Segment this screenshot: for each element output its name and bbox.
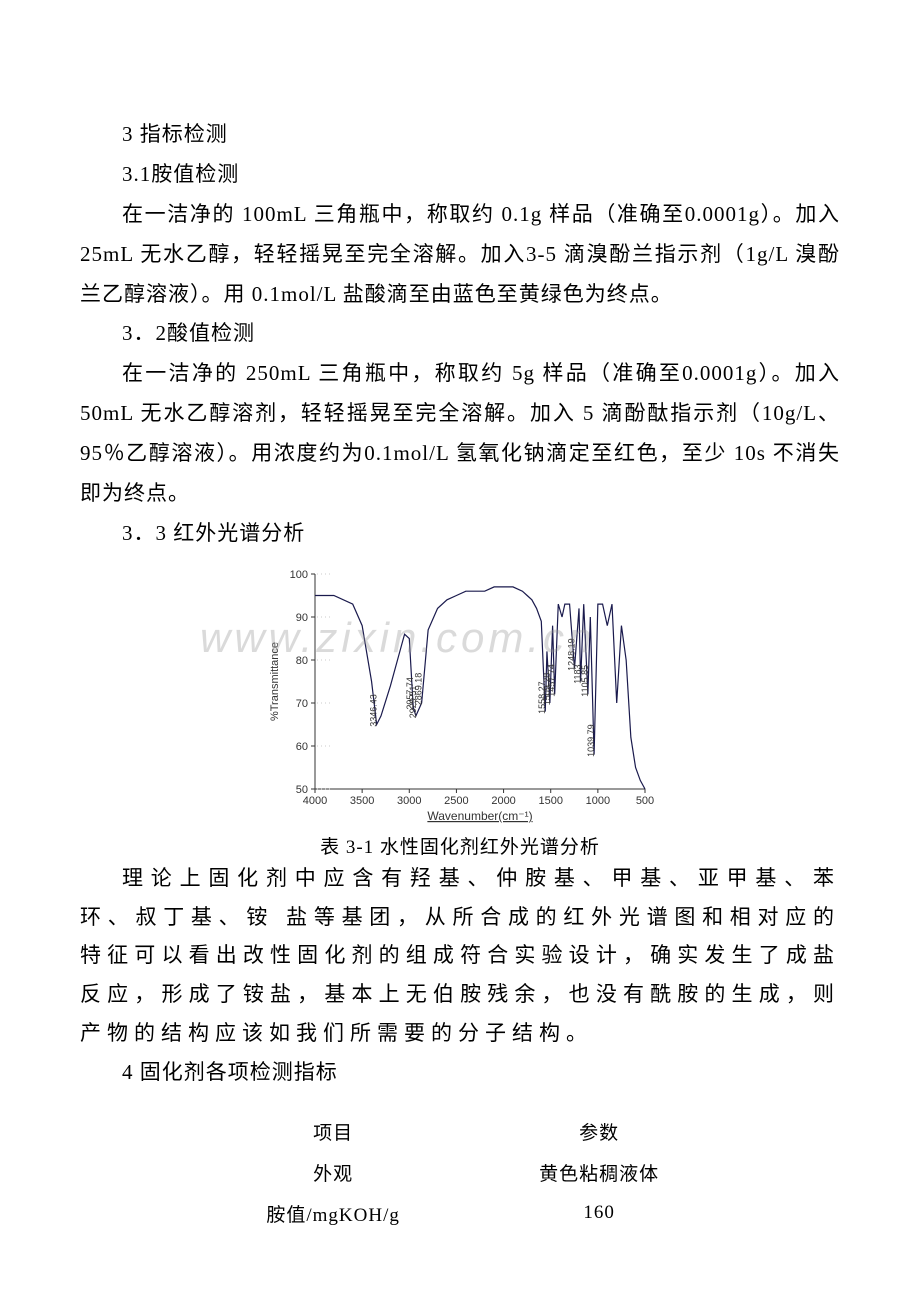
- svg-text:3346.43: 3346.43: [369, 694, 379, 727]
- chart-caption: 表 3-1 水性固化剂红外光谱分析: [80, 832, 840, 859]
- table-cell: 胺值/mgKOH/g: [194, 1193, 472, 1234]
- svg-text:90: 90: [296, 612, 308, 624]
- table-cell: 项目: [194, 1111, 472, 1152]
- table-row: 外观 黄色粘稠液体: [194, 1152, 726, 1193]
- svg-text:80: 80: [296, 655, 308, 667]
- ir-chart-wrap: www.zixin.com.cn 50607080901004000350030…: [80, 564, 840, 824]
- svg-text:1500: 1500: [538, 795, 562, 807]
- svg-text:1457.74: 1457.74: [547, 664, 557, 697]
- svg-text:4000: 4000: [303, 795, 327, 807]
- ir-chart: www.zixin.com.cn 50607080901004000350030…: [260, 564, 660, 824]
- svg-text:1000: 1000: [586, 795, 610, 807]
- table-cell: 黄色粘稠液体: [472, 1152, 726, 1193]
- svg-text:3000: 3000: [397, 795, 421, 807]
- svg-text:1105.85: 1105.85: [580, 665, 590, 697]
- ir-chart-svg: 5060708090100400035003000250020001500100…: [260, 564, 660, 824]
- spec-table: 项目 参数 外观 黄色粘稠液体 胺值/mgKOH/g 160: [194, 1111, 726, 1234]
- sec33-heading: 3．3 红外光谱分析: [80, 514, 840, 554]
- sec32-body: 在一洁净的 250mL 三角瓶中，称取约 5g 样品（准确至0.0001g）。加…: [80, 354, 840, 514]
- sec32-heading: 3．2酸值检测: [80, 314, 840, 354]
- sec3-heading: 3 指标检测: [80, 115, 840, 155]
- svg-text:2869.18: 2869.18: [414, 673, 424, 706]
- sec31-body: 在一洁净的 100mL 三角瓶中，称取约 0.1g 样品（准确至0.0001g）…: [80, 195, 840, 315]
- spec-table-wrap: 项目 参数 外观 黄色粘稠液体 胺值/mgKOH/g 160: [80, 1111, 840, 1234]
- table-row: 项目 参数: [194, 1111, 726, 1152]
- table-cell: 参数: [472, 1111, 726, 1152]
- svg-text:1039.79: 1039.79: [586, 724, 596, 757]
- svg-text:Wavenumber(cm⁻¹): Wavenumber(cm⁻¹): [427, 809, 532, 823]
- svg-text:%Transmittance: %Transmittance: [269, 642, 281, 721]
- svg-text:100: 100: [290, 569, 308, 581]
- sec4-heading: 4 固化剂各项检测指标: [80, 1053, 840, 1093]
- svg-text:2500: 2500: [444, 795, 468, 807]
- svg-text:2000: 2000: [491, 795, 515, 807]
- svg-text:3500: 3500: [350, 795, 374, 807]
- analysis-para: 理论上固化剂中应含有羟基、仲胺基、甲基、亚甲基、苯环、叔丁基、铵 盐等基团，从所…: [80, 859, 840, 1053]
- svg-text:70: 70: [296, 698, 308, 710]
- sec31-heading: 3.1胺值检测: [80, 155, 840, 195]
- table-cell: 外观: [194, 1152, 472, 1193]
- table-row: 胺值/mgKOH/g 160: [194, 1193, 726, 1234]
- svg-text:500: 500: [636, 795, 654, 807]
- table-cell: 160: [472, 1193, 726, 1234]
- svg-text:60: 60: [296, 741, 308, 753]
